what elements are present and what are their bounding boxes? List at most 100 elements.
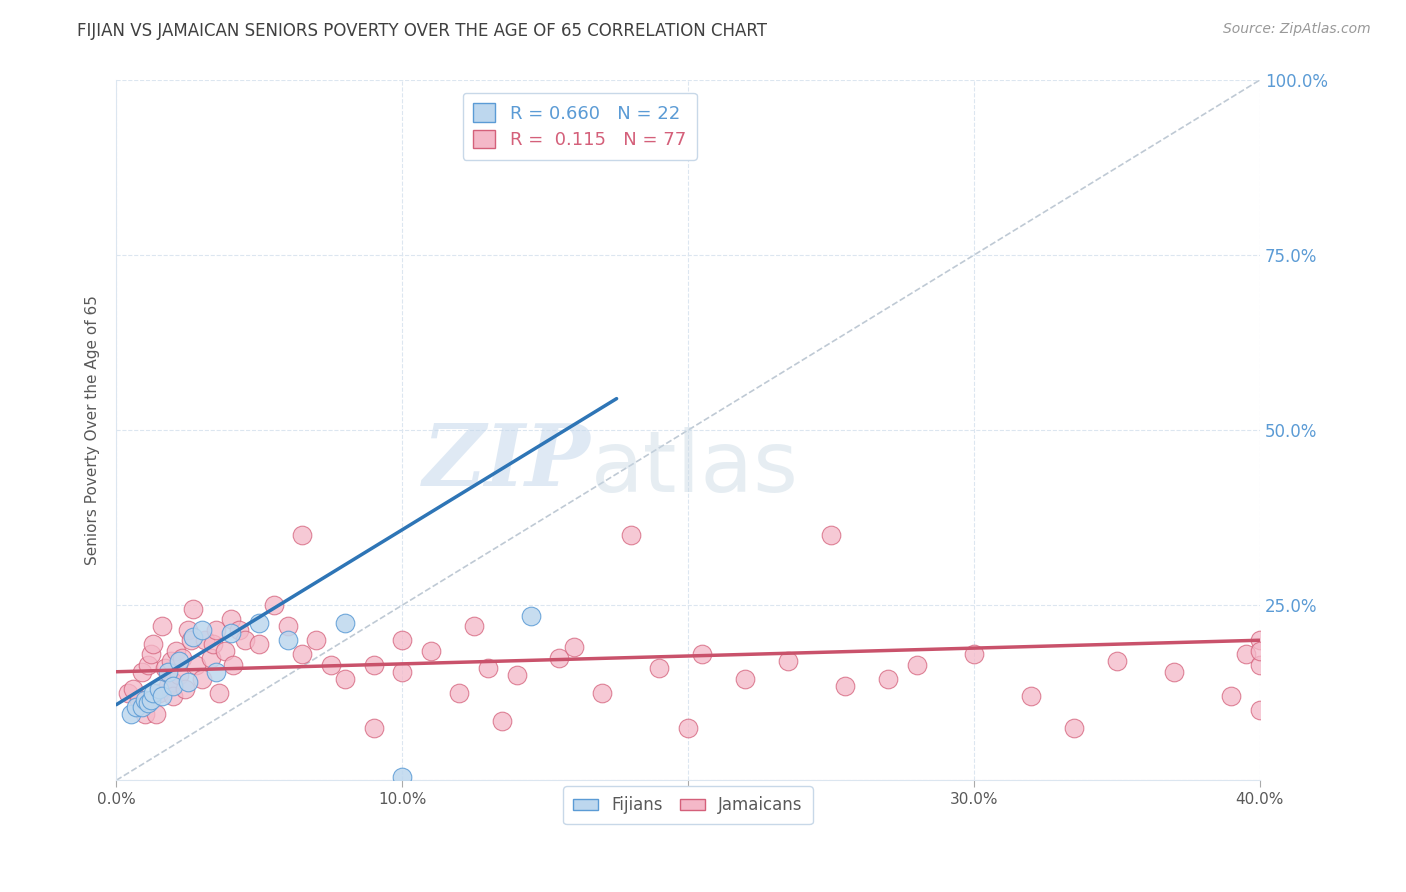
Point — [233, 633, 256, 648]
Point — [150, 619, 173, 633]
Point — [145, 706, 167, 721]
Point — [183, 601, 205, 615]
Point — [1220, 690, 1243, 704]
Point — [291, 647, 314, 661]
Text: FIJIAN VS JAMAICAN SENIORS POVERTY OVER THE AGE OF 65 CORRELATION CHART: FIJIAN VS JAMAICAN SENIORS POVERTY OVER … — [77, 22, 768, 40]
Point — [277, 633, 299, 648]
Point — [305, 633, 328, 648]
Point — [1105, 654, 1128, 668]
Point — [591, 686, 613, 700]
Point — [148, 682, 170, 697]
Point — [148, 686, 170, 700]
Point — [177, 623, 200, 637]
Text: ZIP: ZIP — [423, 420, 591, 503]
Point — [333, 615, 356, 630]
Point — [1249, 657, 1271, 672]
Point — [159, 654, 181, 668]
Point — [200, 650, 222, 665]
Point — [162, 690, 184, 704]
Point — [156, 679, 179, 693]
Point — [333, 672, 356, 686]
Point — [1063, 721, 1085, 735]
Point — [214, 644, 236, 658]
Point — [134, 692, 156, 706]
Point — [520, 608, 543, 623]
Point — [162, 675, 184, 690]
Point — [156, 665, 179, 679]
Text: atlas: atlas — [591, 427, 799, 510]
Point — [820, 528, 842, 542]
Point — [177, 675, 200, 690]
Point — [963, 647, 986, 661]
Point — [363, 657, 385, 672]
Y-axis label: Seniors Poverty Over the Age of 65: Seniors Poverty Over the Age of 65 — [86, 295, 100, 565]
Point — [391, 665, 413, 679]
Point — [219, 612, 242, 626]
Point — [170, 650, 193, 665]
Point — [247, 637, 270, 651]
Point — [128, 692, 150, 706]
Point — [319, 657, 342, 672]
Point — [363, 721, 385, 735]
Point — [505, 668, 527, 682]
Point — [183, 630, 205, 644]
Point — [1249, 644, 1271, 658]
Point — [277, 619, 299, 633]
Point — [877, 672, 900, 686]
Point — [191, 623, 214, 637]
Point — [562, 640, 585, 655]
Point — [139, 692, 162, 706]
Legend: Fijians, Jamaicans: Fijians, Jamaicans — [564, 787, 813, 824]
Point — [391, 770, 413, 784]
Point — [1234, 647, 1257, 661]
Point — [1249, 633, 1271, 648]
Point — [202, 637, 225, 651]
Point — [139, 647, 162, 661]
Point — [449, 686, 471, 700]
Point — [131, 699, 153, 714]
Point — [150, 690, 173, 704]
Point — [834, 679, 856, 693]
Point — [228, 623, 250, 637]
Point — [153, 661, 176, 675]
Point — [692, 647, 714, 661]
Point — [167, 654, 190, 668]
Point — [905, 657, 928, 672]
Point — [136, 657, 159, 672]
Point — [120, 706, 142, 721]
Point — [291, 528, 314, 542]
Point — [778, 654, 800, 668]
Point — [391, 633, 413, 648]
Point — [117, 686, 139, 700]
Point — [676, 721, 699, 735]
Point — [191, 672, 214, 686]
Point — [247, 615, 270, 630]
Point — [620, 528, 643, 542]
Point — [419, 644, 441, 658]
Point — [1163, 665, 1185, 679]
Point — [180, 633, 202, 648]
Point — [205, 623, 228, 637]
Point — [648, 661, 671, 675]
Point — [263, 598, 285, 612]
Point — [142, 686, 165, 700]
Point — [167, 668, 190, 682]
Point — [734, 672, 756, 686]
Point — [222, 657, 245, 672]
Point — [548, 650, 571, 665]
Point — [173, 682, 195, 697]
Point — [219, 626, 242, 640]
Point — [1249, 703, 1271, 717]
Point — [194, 633, 217, 648]
Text: Source: ZipAtlas.com: Source: ZipAtlas.com — [1223, 22, 1371, 37]
Point — [463, 619, 485, 633]
Point — [162, 679, 184, 693]
Point — [134, 706, 156, 721]
Point — [208, 686, 231, 700]
Point — [165, 644, 187, 658]
Point — [122, 682, 145, 697]
Point — [477, 661, 499, 675]
Point — [205, 665, 228, 679]
Point — [125, 699, 148, 714]
Point — [142, 637, 165, 651]
